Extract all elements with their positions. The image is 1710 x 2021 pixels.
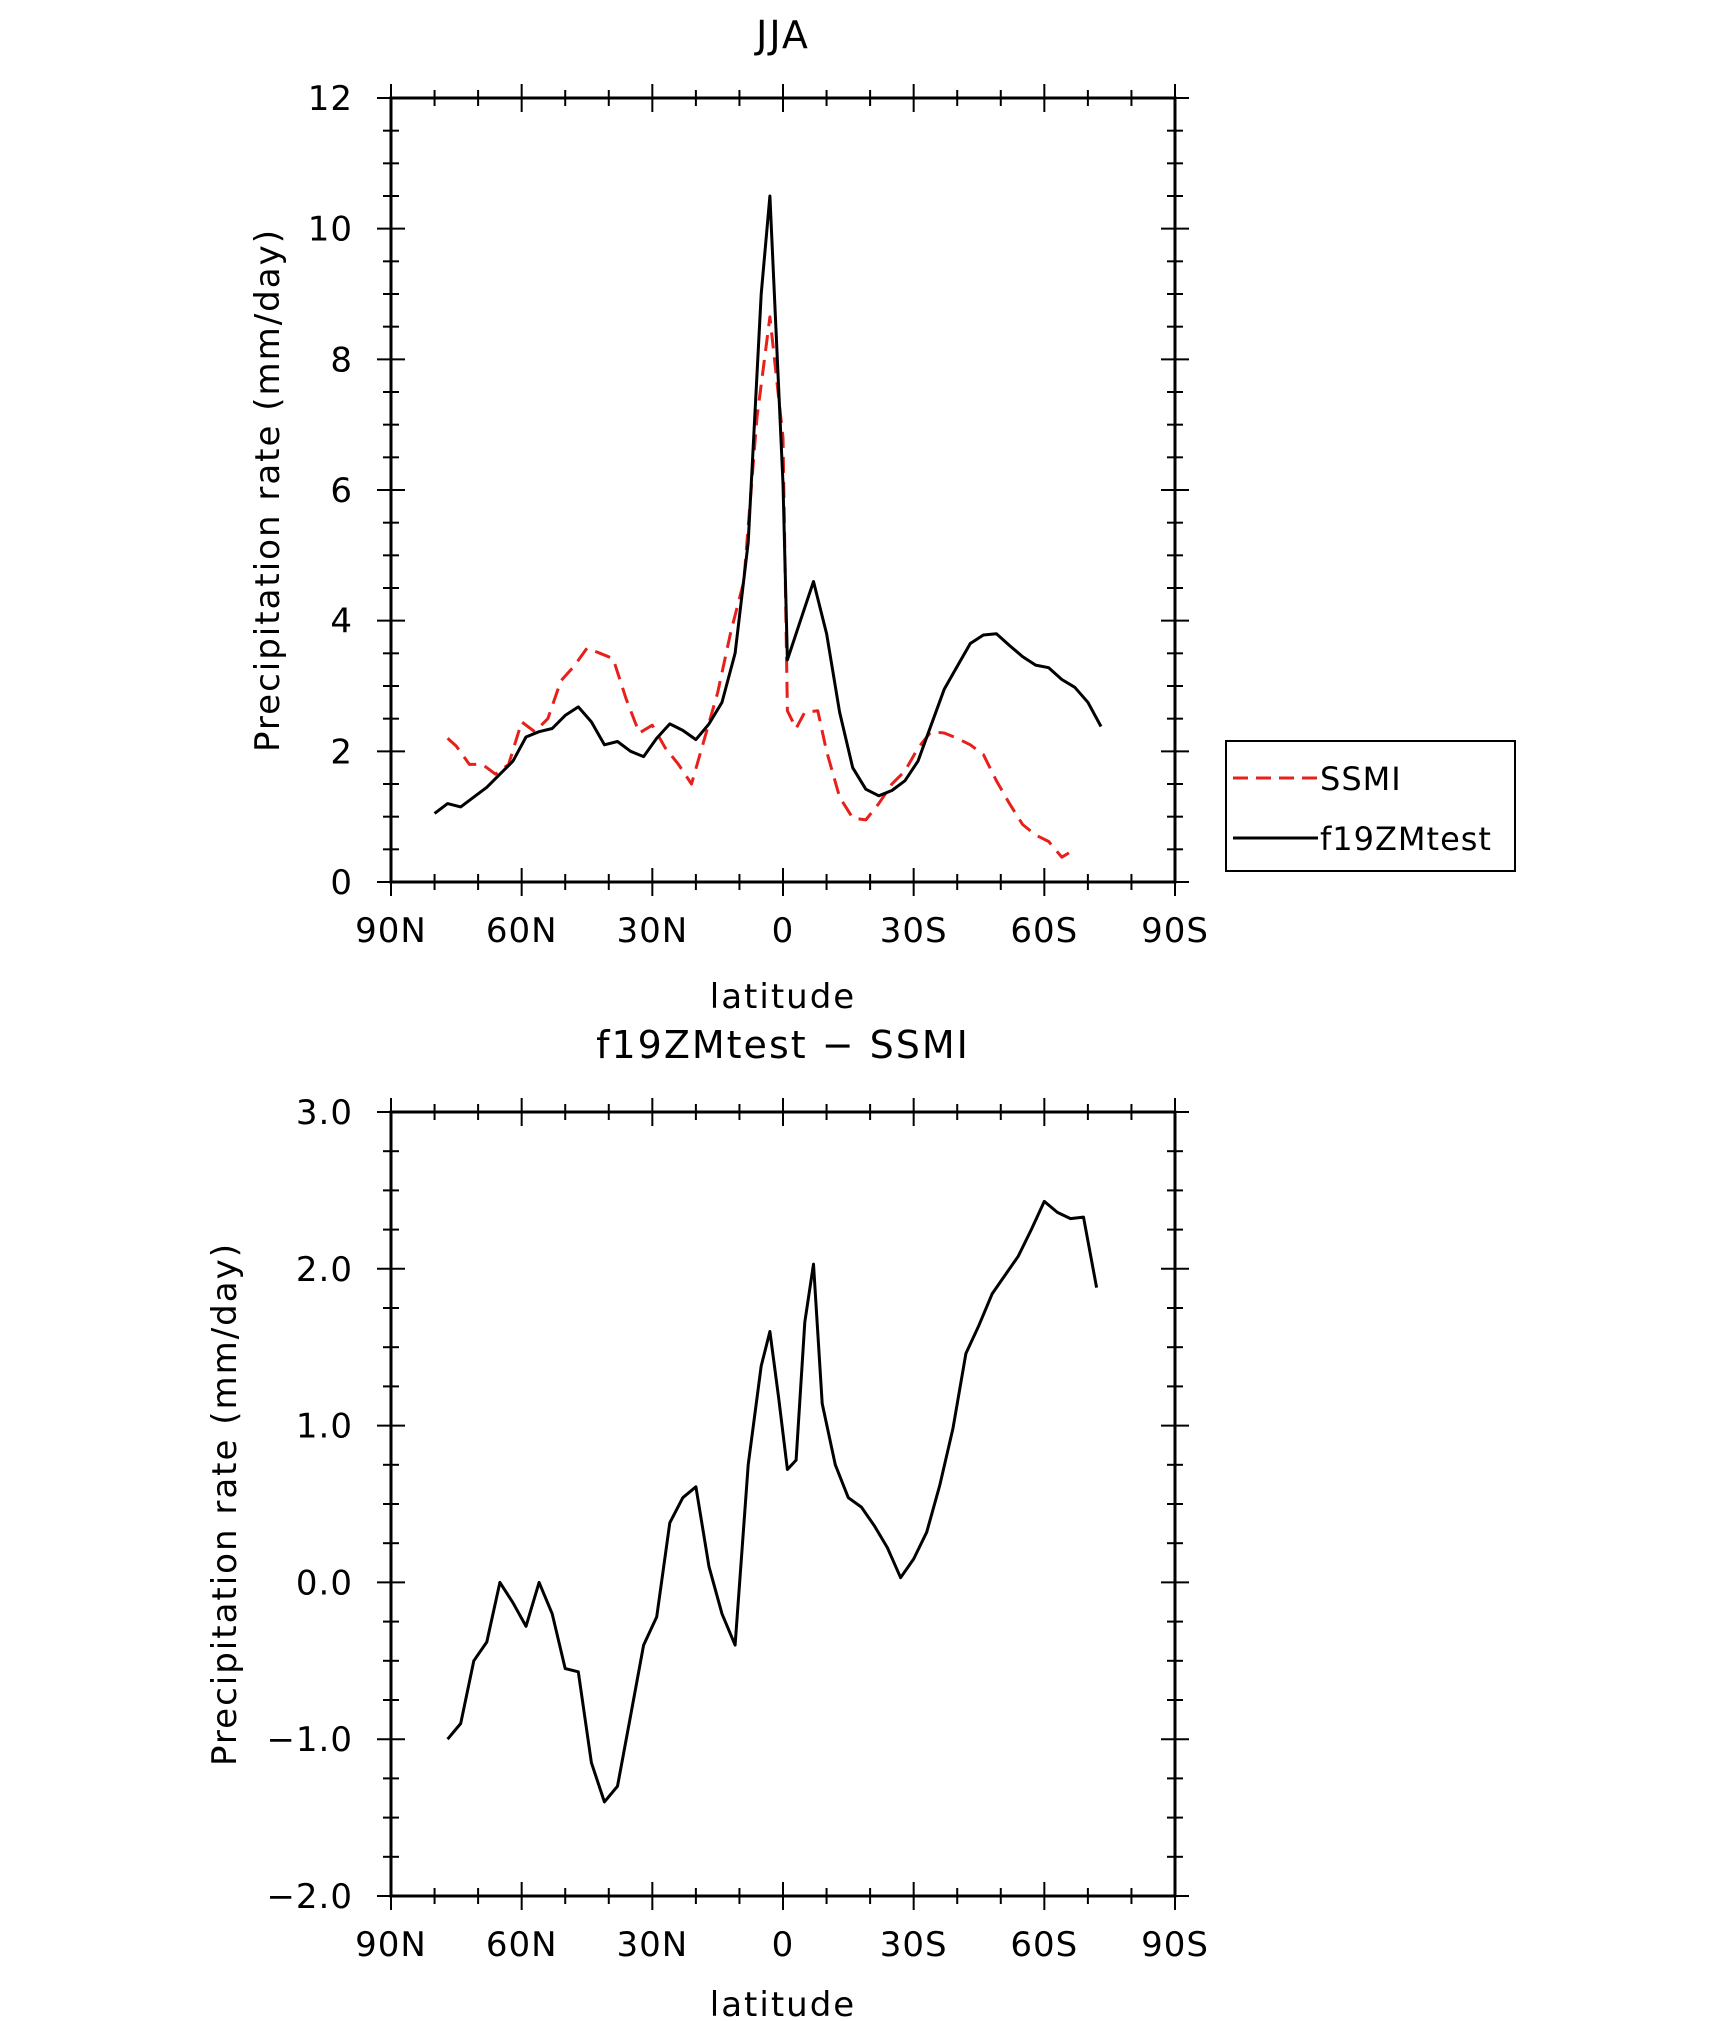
chart-jja: JJA 90N 60N 30N 0 30S 60S 90S 0 2 4 6 8 10 12 latitud… [248, 13, 1516, 1017]
x-tick-label: 90S [1141, 911, 1209, 951]
x-tick-label: 60S [1010, 911, 1078, 951]
x-tick-label: 30N [616, 1925, 688, 1965]
x-tick-label: 60N [486, 1925, 558, 1965]
x-tick-label: 60S [1010, 1925, 1078, 1965]
series-line-ssmi [446, 315, 1076, 859]
y-tick-label: 10 [308, 210, 353, 250]
x-tick-label: 90N [355, 911, 427, 951]
tick-labels: 90N 60N 30N 0 30S 60S 90S −2.0 −1.0 0.0 1.0 2.0 3.0 [266, 1093, 1209, 1965]
series-layer [433, 194, 1103, 859]
legend-f19zmtest-label: f19ZMtest [1320, 820, 1492, 858]
y-tick-label: 2.0 [296, 1250, 353, 1290]
chart-title: f19ZMtest − SSMI [596, 1023, 970, 1067]
series-line-difference [446, 1199, 1099, 1804]
y-tick-label: 2 [330, 732, 353, 772]
x-axis-label: latitude [710, 977, 856, 1017]
y-tick-label: −1.0 [266, 1720, 353, 1760]
series-line-f19zmtest [433, 194, 1103, 815]
y-tick-label: 1.0 [296, 1407, 353, 1447]
x-tick-label: 30S [880, 911, 948, 951]
y-tick-label: −2.0 [266, 1877, 353, 1917]
x-tick-label: 30N [616, 911, 688, 951]
plot-frame [389, 1110, 1177, 1898]
series-layer [446, 1199, 1099, 1804]
y-tick-label: 3.0 [296, 1093, 353, 1133]
x-tick-label: 90S [1141, 1925, 1209, 1965]
x-axis-label: latitude [710, 1985, 856, 2021]
y-tick-label: 12 [308, 79, 353, 119]
chart-difference: f19ZMtest − SSMI 90N 60N 30N 0 30S 60S 90S −2.0… [205, 1023, 1209, 2021]
legend-ssmi-label: SSMI [1320, 760, 1402, 798]
y-tick-label: 0.0 [296, 1563, 353, 1603]
y-tick-label: 0 [330, 863, 353, 903]
legend-box [1225, 740, 1516, 872]
x-tick-label: 90N [355, 1925, 427, 1965]
x-tick-label: 0 [772, 911, 795, 951]
plot-frame [389, 96, 1177, 884]
ticks [377, 1098, 1189, 1910]
y-tick-label: 4 [330, 602, 353, 642]
y-tick-label: 8 [330, 340, 353, 380]
x-tick-label: 30S [880, 1925, 948, 1965]
x-tick-label: 0 [772, 1925, 795, 1965]
y-axis-label: Precipitation rate (mm/day) [248, 228, 288, 752]
x-tick-label: 60N [486, 911, 558, 951]
legend: SSMI f19ZMtest [1225, 740, 1516, 872]
y-axis-label: Precipitation rate (mm/day) [205, 1242, 245, 1766]
tick-labels: 90N 60N 30N 0 30S 60S 90S 0 2 4 6 8 10 12 [308, 79, 1209, 951]
y-tick-label: 6 [330, 471, 353, 511]
chart-title: JJA [754, 13, 810, 57]
